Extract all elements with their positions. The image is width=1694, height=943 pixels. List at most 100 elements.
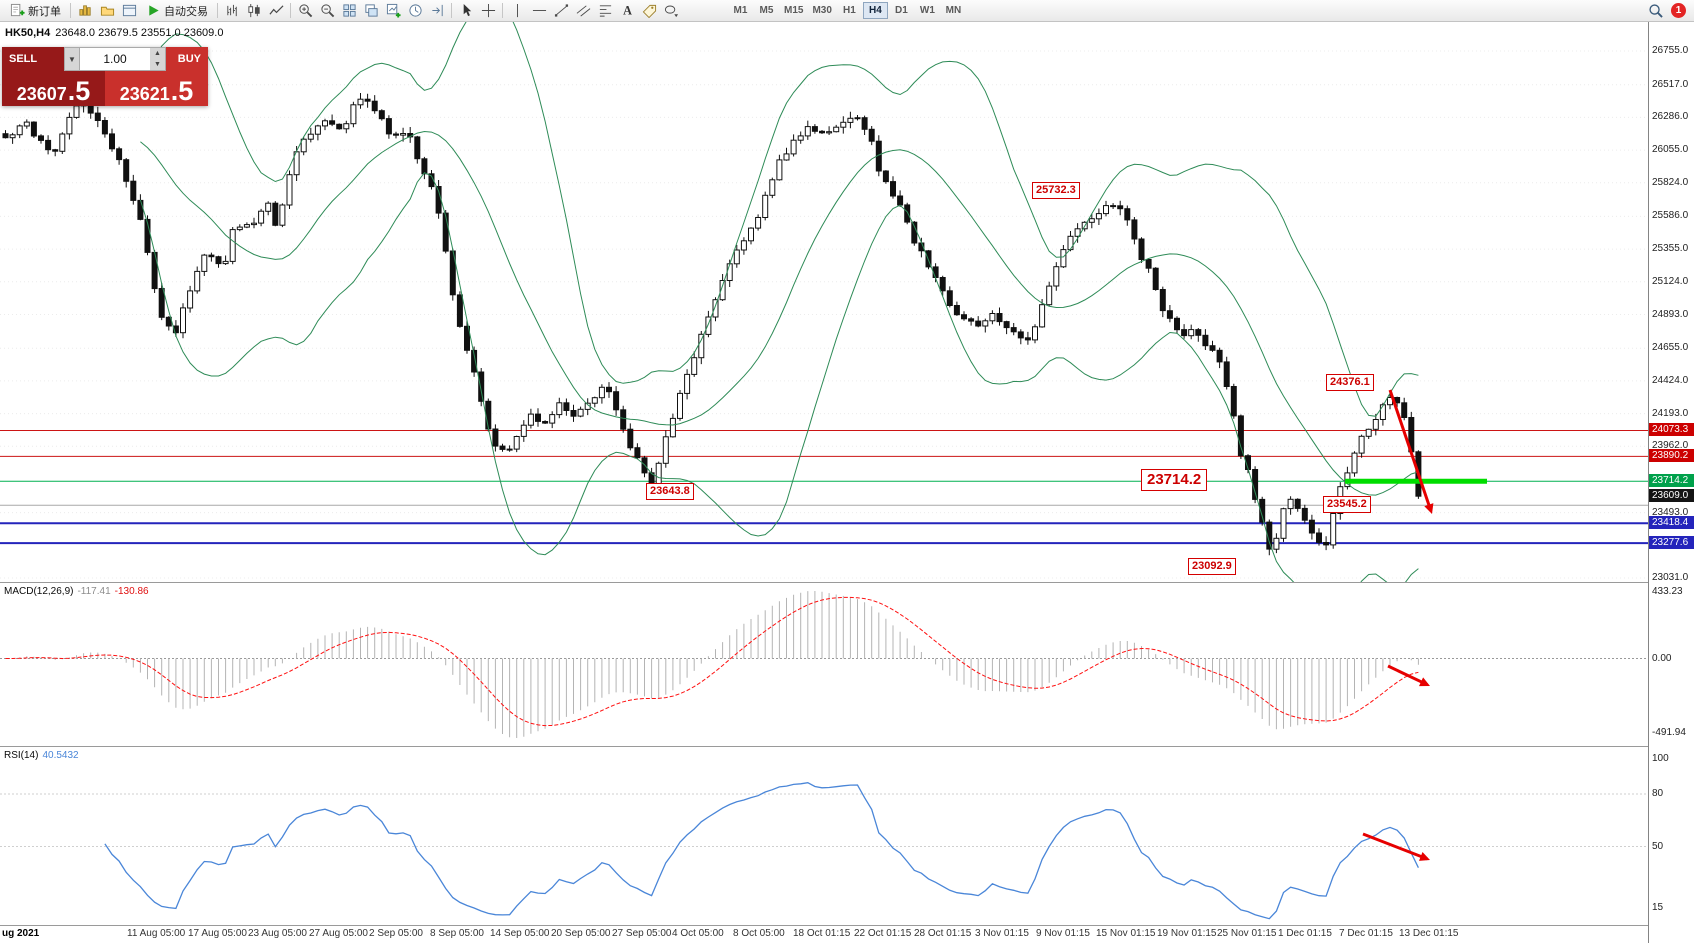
price-annotation[interactable]: 24376.1 (1326, 374, 1374, 391)
line-chart-button[interactable] (265, 1, 287, 20)
buy-label: BUY (177, 53, 201, 65)
new-chart-button[interactable] (382, 1, 404, 20)
candles-chart-button[interactable] (243, 1, 265, 20)
toolbar-separator (217, 3, 218, 18)
axis-label: 23962.0 (1652, 440, 1689, 452)
axis-label: 26755.0 (1652, 45, 1689, 56)
chart-shift-button[interactable] (426, 1, 448, 20)
axis-label: 433.23 (1652, 586, 1683, 597)
pane-separator[interactable] (0, 746, 1648, 747)
timeframe-button-h4[interactable]: H4 (862, 2, 888, 19)
rsi-label: RSI(14) (4, 750, 39, 761)
timeframe-button-h1[interactable]: H1 (837, 2, 862, 19)
tile-windows-icon (342, 4, 356, 17)
main-chart[interactable] (0, 22, 1648, 582)
time-label: 18 Oct 01:15 (793, 928, 851, 939)
new-order-button[interactable]: 新订单 (4, 1, 67, 20)
fibonacci-button[interactable] (594, 1, 616, 20)
cascade-windows-icon (364, 4, 378, 17)
price-annotation[interactable]: 23643.8 (646, 483, 694, 500)
sell-label: SELL (9, 53, 38, 65)
buy-button[interactable]: BUY (166, 47, 208, 71)
autotrading-button[interactable]: 自动交易 (140, 1, 214, 20)
cursor-button[interactable] (455, 1, 477, 20)
zoom-in-icon (298, 4, 312, 18)
volume-decrease-button[interactable]: ▼ (150, 59, 165, 70)
axis-label: 25824.0 (1652, 176, 1689, 188)
time-label: 19 Nov 01:15 (1157, 928, 1217, 939)
crosshair-button[interactable] (477, 1, 499, 20)
price-axis[interactable]: 26755.0 26517.0 26286.0 26055.0 25824.0 25586… (1648, 22, 1694, 943)
axis-label: 15 (1652, 901, 1664, 913)
timeframe-button-m5[interactable]: M5 (754, 2, 779, 19)
buy-price[interactable]: 23621.5 (105, 71, 208, 106)
rsi-pane[interactable] (0, 747, 1648, 925)
trendline-icon (554, 4, 568, 17)
new-order-label: 新订单 (28, 5, 61, 18)
price-annotation[interactable]: 25732.3 (1032, 182, 1080, 199)
time-label: 22 Oct 01:15 (854, 928, 912, 939)
axis-label: 25124.0 (1652, 275, 1689, 287)
axis-label: 100 (1652, 753, 1669, 764)
cascade-windows-button[interactable] (360, 1, 382, 20)
timeframe-button-m1[interactable]: M1 (728, 2, 753, 19)
bars-chart-button[interactable] (221, 1, 243, 20)
volume-input[interactable] (80, 47, 150, 71)
time-label: 23 Aug 05:00 (248, 928, 307, 939)
price-label-marked: 23277.6 (1649, 536, 1694, 550)
pane-separator[interactable] (0, 925, 1648, 926)
chevron-down-icon: ▼ (68, 54, 76, 64)
price-annotation[interactable]: 23092.9 (1188, 558, 1236, 575)
timeframe-button-w1[interactable]: W1 (915, 2, 940, 19)
fibonacci-icon (599, 5, 611, 17)
sell-button[interactable]: SELL (2, 47, 64, 71)
vertical-line-button[interactable] (506, 1, 528, 20)
notification-badge[interactable]: 1 (1671, 3, 1686, 18)
navigator-button[interactable] (96, 1, 118, 20)
toolbar-separator (290, 3, 291, 18)
pane-separator[interactable] (0, 582, 1648, 583)
trendline-button[interactable] (550, 1, 572, 20)
sell-price-dec: .5 (67, 76, 91, 107)
navigator-icon (100, 6, 114, 16)
text-button[interactable]: A (616, 1, 638, 20)
search-button[interactable] (1644, 1, 1666, 20)
timeframe-button-m30[interactable]: M30 (808, 2, 835, 19)
channel-button[interactable] (572, 1, 594, 20)
volume-options-button[interactable]: ▼ (64, 47, 80, 71)
time-label: ug 2021 (2, 928, 40, 939)
text-label-button[interactable] (638, 1, 660, 20)
axis-label: 24893.0 (1652, 308, 1689, 320)
timeframe-button-d1[interactable]: D1 (889, 2, 914, 19)
axis-label: 26517.0 (1652, 78, 1689, 90)
time-axis[interactable]: ug 2021 11 Aug 05:00 17 Aug 05:00 23 Aug 05… (0, 926, 1648, 943)
axis-label: 0.00 (1652, 652, 1672, 664)
time-label: 20 Sep 05:00 (551, 928, 611, 939)
crosshair-icon (481, 3, 495, 18)
time-label: 14 Sep 05:00 (490, 928, 550, 939)
timeframe-group: M1 M5 M15 M30 H1 H4 D1 W1 MN (728, 2, 966, 19)
zoom-out-button[interactable] (316, 1, 338, 20)
shapes-icon (664, 5, 678, 18)
toolbar: 新订单 自动交易 A M1 M5 M15 M30 H1 H4 D1 W1 (0, 0, 1694, 22)
timeframe-button-mn[interactable]: MN (941, 2, 966, 19)
price-annotation[interactable]: 23714.2 (1141, 469, 1208, 491)
market-watch-button[interactable] (74, 1, 96, 20)
macd-pane[interactable] (0, 583, 1648, 746)
volume-increase-button[interactable]: ▲ (150, 48, 165, 59)
zoom-in-button[interactable] (294, 1, 316, 20)
auto-scroll-icon (408, 4, 422, 17)
sell-price-int: 23607 (16, 84, 67, 104)
price-label-marked: 23890.2 (1649, 449, 1694, 463)
toolbar-separator (70, 3, 71, 18)
sell-price[interactable]: 23607.5 (2, 71, 105, 106)
horizontal-line-button[interactable] (528, 1, 550, 20)
timeframe-button-m15[interactable]: M15 (780, 2, 807, 19)
auto-scroll-button[interactable] (404, 1, 426, 20)
new-order-icon (10, 3, 25, 17)
price-annotation[interactable]: 23545.2 (1323, 496, 1371, 513)
tile-windows-button[interactable] (338, 1, 360, 20)
terminal-button[interactable] (118, 1, 140, 20)
axis-label: 80 (1652, 788, 1664, 799)
shapes-button[interactable] (660, 1, 682, 20)
